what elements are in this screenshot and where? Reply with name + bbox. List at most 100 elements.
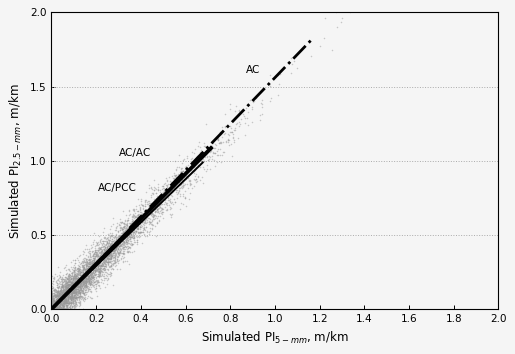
Point	[72, 290, 80, 296]
Point	[86, 282, 94, 288]
Point	[62, 289, 71, 295]
Point	[75, 269, 83, 274]
Point	[77, 286, 85, 292]
Point	[99, 258, 107, 263]
Point	[126, 226, 134, 232]
Point	[148, 217, 156, 223]
Point	[79, 267, 88, 273]
Point	[72, 281, 80, 287]
Point	[63, 288, 71, 293]
Point	[70, 268, 78, 274]
Point	[113, 236, 121, 242]
Point	[132, 219, 140, 225]
Point	[123, 225, 131, 231]
Point	[60, 299, 68, 305]
Point	[118, 225, 126, 230]
Point	[53, 306, 61, 312]
Point	[71, 291, 79, 296]
Point	[47, 306, 56, 312]
Point	[190, 164, 198, 170]
Point	[170, 170, 178, 176]
Point	[65, 277, 74, 283]
Point	[147, 210, 156, 216]
Point	[116, 248, 125, 253]
Point	[107, 253, 115, 259]
Point	[89, 263, 97, 269]
Point	[176, 183, 184, 188]
Point	[53, 300, 61, 306]
Point	[110, 254, 118, 259]
Point	[53, 306, 61, 312]
Point	[63, 289, 72, 295]
Point	[74, 287, 82, 293]
Point	[61, 289, 70, 295]
Point	[86, 269, 94, 274]
Point	[67, 282, 75, 287]
Point	[150, 212, 159, 218]
Point	[80, 266, 89, 272]
Point	[103, 255, 111, 261]
Point	[66, 300, 75, 306]
Point	[119, 241, 128, 247]
Point	[81, 268, 90, 274]
Point	[74, 270, 82, 276]
Point	[70, 288, 78, 293]
Point	[47, 289, 56, 294]
Point	[61, 300, 69, 306]
Point	[86, 267, 94, 273]
Point	[64, 301, 72, 306]
Point	[176, 169, 184, 175]
Point	[100, 265, 108, 270]
Point	[110, 254, 118, 260]
Point	[48, 290, 56, 296]
Point	[168, 189, 177, 194]
Point	[75, 270, 83, 276]
Point	[105, 238, 113, 244]
Point	[99, 274, 108, 279]
Point	[67, 275, 76, 281]
Point	[111, 259, 119, 264]
Point	[58, 291, 66, 297]
Point	[47, 302, 56, 308]
Point	[161, 192, 169, 197]
Point	[129, 222, 137, 227]
Point	[181, 166, 190, 172]
Point	[53, 306, 61, 312]
Point	[101, 259, 110, 264]
Point	[72, 281, 80, 286]
Point	[91, 267, 99, 272]
Point	[84, 250, 93, 256]
Point	[187, 163, 196, 169]
Point	[53, 288, 61, 294]
Point	[126, 235, 134, 241]
Point	[68, 300, 76, 306]
Point	[198, 153, 206, 158]
Point	[135, 229, 144, 235]
Point	[80, 290, 88, 295]
Point	[148, 204, 157, 209]
Point	[122, 223, 130, 228]
Point	[65, 274, 74, 280]
Point	[67, 293, 75, 298]
Point	[124, 226, 132, 232]
Point	[84, 271, 92, 277]
Point	[182, 182, 191, 187]
Point	[47, 295, 56, 300]
Point	[112, 236, 120, 242]
Point	[54, 304, 62, 310]
Point	[112, 247, 120, 252]
Point	[64, 277, 72, 283]
Point	[205, 153, 213, 159]
Point	[138, 223, 146, 229]
Point	[141, 212, 149, 217]
Point	[63, 303, 72, 309]
Point	[148, 202, 157, 207]
Point	[135, 218, 143, 224]
Point	[100, 246, 108, 252]
Point	[133, 239, 141, 245]
Point	[79, 294, 87, 300]
Point	[111, 238, 119, 244]
Point	[72, 272, 80, 278]
Point	[117, 240, 126, 246]
Point	[62, 263, 71, 268]
